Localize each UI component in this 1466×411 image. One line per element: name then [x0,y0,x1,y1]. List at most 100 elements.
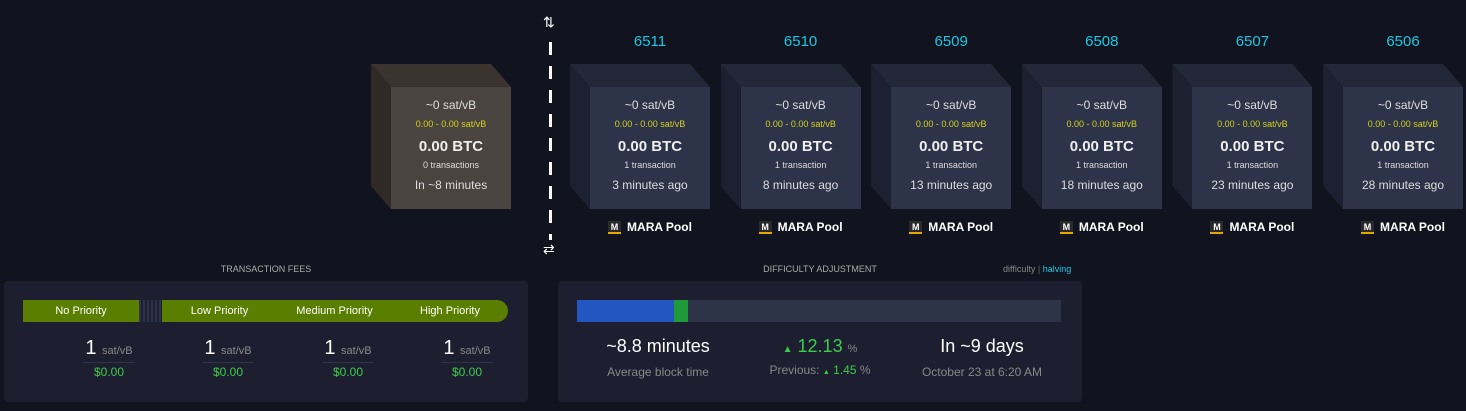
mined-block[interactable]: ~0 sat/vB 0.00 - 0.00 sat/vB 0.00 BTC 1 … [1172,64,1313,209]
fee-range: 0.00 - 0.00 sat/vB [1217,119,1288,129]
median-fee: ~0 sat/vB [1076,98,1127,112]
fee-range: 0.00 - 0.00 sat/vB [915,119,987,129]
tx-count: 1 transaction [925,160,977,170]
mined-block[interactable]: ~0 sat/vB 0.00 - 0.00 sat/vB 0.00 BTC 1 … [1323,64,1463,209]
block-height[interactable]: 6507 [1235,33,1270,50]
block-total: 0.00 BTC [919,138,984,155]
mining-pool[interactable]: M MARA Pool [891,220,1011,234]
block-height[interactable]: 6511 [633,33,667,50]
fee-value: 1 [324,337,336,359]
avg-block-time-label: Average block time [607,365,709,379]
tx-count: 1 transaction [1226,160,1279,170]
block-top-face [570,64,710,87]
block-top-face [1323,64,1463,87]
median-fee: ~0 sat/vB [1227,98,1278,112]
priority-gap [139,300,162,322]
mempool-divider [549,42,552,240]
block-side-face [1323,64,1343,209]
block-side-face [1021,64,1042,209]
fee-usd: $0.00 [212,365,244,379]
fees-title: TRANSACTION FEES [220,264,312,274]
block-front: ~0 sat/vB 0.00 - 0.00 sat/vB 0.00 BTC 0 … [391,87,511,209]
medium-priority-label: Medium Priority [277,300,392,322]
block-time: 3 minutes ago [612,178,688,192]
block-top-face [371,64,511,87]
mined-block[interactable]: ~0 sat/vB 0.00 - 0.00 sat/vB 0.00 BTC 1 … [871,64,1012,209]
block-side-face [871,64,892,209]
block-time: 13 minutes ago [910,178,993,192]
pool-name: MARA Pool [777,220,843,234]
block-side-face [720,64,741,209]
fee-value: 1 [85,337,97,359]
low-priority-label: Low Priority [162,300,277,322]
adjustment-date: October 23 at 6:20 AM [921,365,1043,379]
difficulty-halving-toggle: difficulty | halving [1003,264,1071,274]
mined-block[interactable]: ~0 sat/vB 0.00 - 0.00 sat/vB 0.00 BTC 1 … [570,64,710,209]
block-time: 18 minutes ago [1060,178,1143,192]
block-top-face [720,64,861,87]
mempool-block[interactable]: ~0 sat/vB 0.00 - 0.00 sat/vB 0.00 BTC 0 … [371,64,511,209]
block-front: ~0 sat/vB 0.00 - 0.00 sat/vB 0.00 BTC 1 … [891,87,1012,209]
block-total: 0.00 BTC [1069,138,1134,155]
block-height[interactable]: 6510 [783,33,818,50]
swap-arrows-icon[interactable]: ⇄ [543,241,555,257]
pool-name: MARA Pool [1380,220,1445,234]
pool-logo-icon: M [758,220,772,234]
mined-block[interactable]: ~0 sat/vB 0.00 - 0.00 sat/vB 0.00 BTC 1 … [720,64,861,209]
previous-change: 1.45 [833,363,857,377]
block-top-face [871,64,1012,87]
median-fee: ~0 sat/vB [926,98,977,112]
mining-pool[interactable]: M MARA Pool [590,220,710,234]
fee-estimate: 1 sat/vB $0.00 [59,337,159,379]
mining-pool[interactable]: M MARA Pool [1343,220,1463,234]
difficulty-link[interactable]: difficulty [1003,264,1036,274]
fee-range: 0.00 - 0.00 sat/vB [1367,119,1439,129]
pool-logo-icon: M [909,220,923,234]
fee-value: 1 [443,337,455,359]
block-front: ~0 sat/vB 0.00 - 0.00 sat/vB 0.00 BTC 1 … [1192,87,1313,209]
block-total: 0.00 BTC [617,138,683,155]
block-eta: In ~8 minutes [414,178,488,192]
block-top-face [1021,64,1162,87]
previous-unit: % [859,363,871,377]
block-front: ~0 sat/vB 0.00 - 0.00 sat/vB 0.00 BTC 1 … [1343,87,1463,209]
block-side-face [1172,64,1193,209]
pool-name: MARA Pool [928,220,994,234]
mined-block[interactable]: ~0 sat/vB 0.00 - 0.00 sat/vB 0.00 BTC 1 … [1021,64,1162,209]
fee-range: 0.00 - 0.00 sat/vB [765,119,836,129]
block-time: 8 minutes ago [762,178,839,192]
block-top-face [1172,64,1313,87]
block-height[interactable]: 6508 [1085,33,1119,50]
mining-pool[interactable]: M MARA Pool [1042,220,1162,234]
tx-count: 0 transactions [422,160,480,170]
block-time: 28 minutes ago [1361,178,1445,192]
difficulty-panel: ~8.8 minutes Average block time ▲ 12.13 … [558,281,1082,402]
block-height[interactable]: 6506 [1386,33,1420,50]
mining-pool[interactable]: M MARA Pool [1192,220,1312,234]
fee-estimate: 1 sat/vB $0.00 [298,337,398,379]
fee-unit: sat/vB [460,345,491,357]
fee-usd: $0.00 [451,365,483,379]
tx-count: 1 transaction [774,160,827,170]
progress-blue [577,300,674,322]
fee-value: 1 [204,337,216,359]
tx-count: 1 transaction [624,160,676,170]
median-fee: ~0 sat/vB [624,98,676,112]
pool-logo-icon: M [1210,220,1224,234]
pool-logo-icon: M [608,220,622,234]
fee-usd: $0.00 [332,365,364,379]
sort-arrows-icon[interactable]: ⇅ [543,14,555,30]
median-fee: ~0 sat/vB [1377,98,1429,112]
fee-range: 0.00 - 0.00 sat/vB [614,119,686,129]
mining-pool[interactable]: M MARA Pool [741,220,861,234]
difficulty-progress-bar [577,300,1061,322]
high-priority-label: High Priority [392,300,508,322]
difficulty-title: DIFFICULTY ADJUSTMENT [763,264,877,274]
block-front: ~0 sat/vB 0.00 - 0.00 sat/vB 0.00 BTC 1 … [590,87,710,209]
previous-label: Previous: [769,363,820,377]
block-height[interactable]: 6509 [934,33,968,50]
pool-name: MARA Pool [627,220,692,234]
halving-link[interactable]: halving [1042,264,1072,274]
fee-range: 0.00 - 0.00 sat/vB [415,119,487,129]
block-total: 0.00 BTC [1220,138,1285,155]
